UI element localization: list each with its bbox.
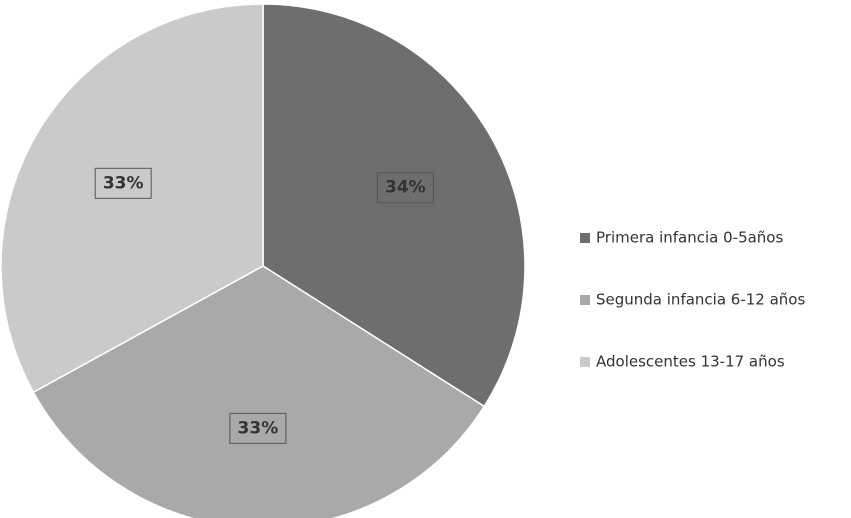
pie-slice: [32, 265, 486, 518]
label-box: [94, 167, 152, 199]
legend-label: Segunda infancia 6-12 años: [596, 291, 805, 309]
data-label: 34%: [385, 178, 426, 198]
legend-swatch: [580, 295, 590, 305]
label-box: [229, 412, 287, 444]
legend-swatch: [580, 357, 590, 367]
legend-label: Adolescentes 13-17 años: [596, 353, 785, 371]
pie-slice: [262, 3, 526, 408]
label-box: [376, 172, 434, 204]
legend-label: Primera infancia 0-5años: [596, 229, 783, 247]
data-label: 33%: [103, 173, 144, 193]
legend-swatch: [580, 233, 590, 243]
data-label: 33%: [238, 418, 279, 438]
